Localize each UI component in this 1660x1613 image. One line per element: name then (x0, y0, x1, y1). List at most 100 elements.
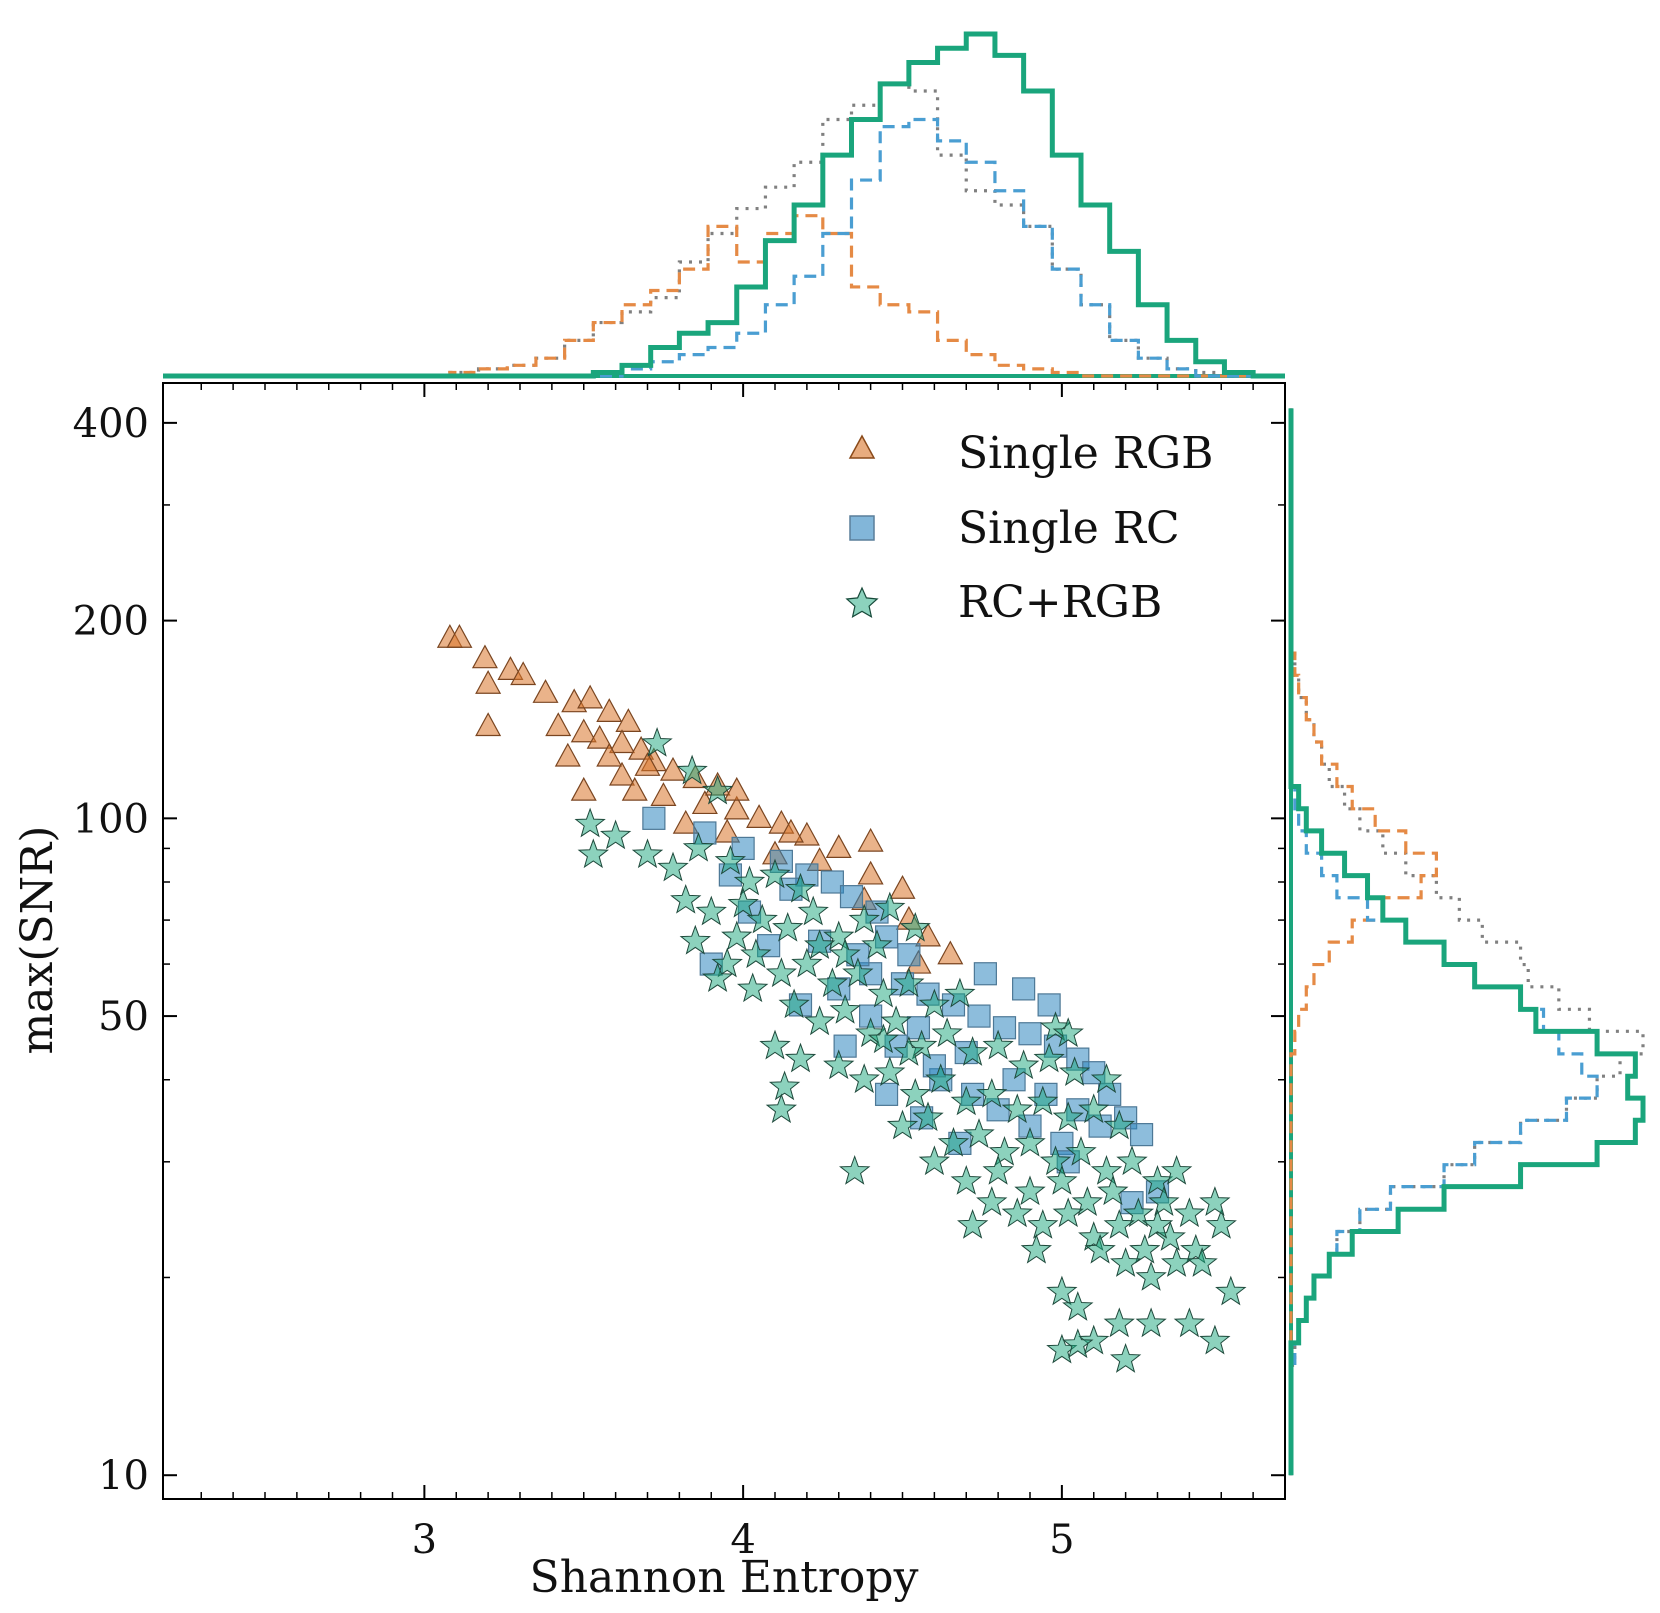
point-rc-rgb (848, 903, 880, 934)
point-rc-rgb (957, 1209, 989, 1239)
point-rc-rgb (1148, 1186, 1180, 1216)
top-histogram (163, 31, 1285, 379)
point-rc-rgb (702, 962, 734, 992)
point-single-rgb (608, 729, 636, 754)
point-rc-rgb (976, 1186, 1008, 1216)
point-rc-rgb (874, 891, 906, 922)
point-single-rgb (596, 698, 623, 722)
point-single-rc (839, 885, 864, 909)
point-rc-rgb (727, 887, 759, 918)
point-rc-rgb (797, 895, 829, 926)
point-single-rgb (596, 742, 623, 767)
point-rc-rgb (880, 1005, 912, 1036)
point-rc-rgb (1090, 1155, 1123, 1185)
point-rc-rgb (772, 911, 804, 942)
point-rc-rgb (1103, 1209, 1135, 1239)
point-rc-rgb (816, 967, 848, 998)
point-single-rc (973, 962, 997, 986)
point-rc-rgb (899, 911, 931, 942)
point-rc-rgb (721, 920, 753, 951)
point-single-rgb (650, 782, 677, 806)
point-rc-rgb (784, 1042, 817, 1073)
point-rc-rgb (682, 831, 715, 862)
point-rc-rgb (957, 1036, 989, 1066)
point-rc-rgb (1199, 1186, 1231, 1216)
point-rc-rgb (711, 947, 743, 978)
top-hist-single-rgb (163, 214, 1285, 378)
point-rc-rgb (1205, 1209, 1237, 1239)
top-hist-rc-rgb (163, 31, 1285, 379)
y-tick-label: 400 (73, 401, 149, 447)
point-single-rgb (777, 818, 804, 843)
point-single-rgb (475, 670, 502, 694)
point-rc-rgb (1052, 1101, 1084, 1132)
point-rc-rgb (1065, 1136, 1097, 1166)
point-rc-rgb (574, 807, 606, 838)
point-rc-rgb (1122, 1197, 1154, 1228)
point-rc-rgb (1027, 1209, 1059, 1239)
right-histogram (1288, 408, 1646, 1476)
point-single-rc (833, 1034, 857, 1058)
point-single-rc (874, 1082, 899, 1106)
point-rc-rgb (1129, 1233, 1161, 1264)
point-single-rc (642, 806, 666, 830)
point-rc-rgb (1215, 1275, 1247, 1306)
point-single-rc (731, 836, 755, 861)
point-single-rgb (510, 661, 537, 686)
point-rc-rgb (1199, 1324, 1231, 1355)
point-rc-rgb (1141, 1165, 1174, 1195)
point-single-rgb (672, 809, 699, 834)
point-rc-rgb (1033, 1042, 1065, 1073)
point-rc-rgb (641, 727, 673, 757)
point-rc-rgb (886, 1109, 919, 1140)
point-rc-rgb (702, 774, 734, 805)
point-rc-rgb (759, 1029, 791, 1060)
point-single-rc (897, 943, 921, 967)
point-rc-rgb (768, 1070, 801, 1101)
point-rc-rgb (874, 1056, 906, 1086)
point-rc-rgb (829, 993, 861, 1024)
point-rc-rgb (784, 872, 817, 903)
point-single-rgb (746, 804, 773, 828)
point-rc-rgb (804, 1005, 836, 1036)
x-axis-ticks: 3 4 5 (200, 383, 1286, 1563)
point-rc-rgb (861, 929, 893, 959)
point-rc-rgb (1027, 1085, 1059, 1116)
legend-marker-single-rgb (848, 434, 876, 459)
point-rc-rgb (1014, 1126, 1046, 1157)
y-axis-ticks: 10 50 100 200 400 (73, 401, 1285, 1499)
top-hist-all (163, 82, 1285, 378)
point-rc-rgb (982, 1155, 1014, 1185)
x-axis-label: Shannon Entropy (530, 1552, 919, 1603)
point-single-rgb (615, 708, 642, 732)
point-rc-rgb (918, 988, 950, 1019)
point-rc-rgb (1161, 1155, 1193, 1185)
point-rc-rgb (1116, 1145, 1148, 1176)
point-rc-rgb (765, 957, 797, 988)
x-tick-label: 5 (1049, 1517, 1074, 1563)
point-rc-rgb (829, 938, 861, 969)
legend-label-rc-rgb: RC+RGB (958, 577, 1162, 628)
point-single-rgb (825, 834, 852, 859)
point-single-rgb (570, 776, 597, 801)
point-rc-rgb (982, 1029, 1014, 1060)
point-single-rgb (857, 827, 884, 852)
point-rc-rgb (1039, 1145, 1072, 1176)
point-rc-rgb (1186, 1247, 1218, 1277)
point-single-rc (1018, 1022, 1042, 1046)
point-single-rc (1129, 1123, 1154, 1147)
point-rc-rgb (1052, 1017, 1084, 1048)
point-rc-rgb (1062, 1291, 1094, 1321)
point-rc-rgb (848, 1063, 880, 1094)
point-single-rgb (586, 724, 613, 749)
point-rc-rgb (1161, 1247, 1193, 1277)
point-rc-rgb (631, 838, 664, 869)
series-single-rgb (436, 624, 964, 974)
y-tick-label: 200 (73, 599, 149, 645)
point-single-rgb (714, 818, 741, 843)
point-rc-rgb (1052, 1197, 1084, 1228)
point-rc-rgb (695, 895, 727, 926)
point-rc-rgb (714, 844, 746, 875)
x-tick-label: 3 (412, 1517, 437, 1563)
point-rc-rgb (839, 1155, 871, 1185)
